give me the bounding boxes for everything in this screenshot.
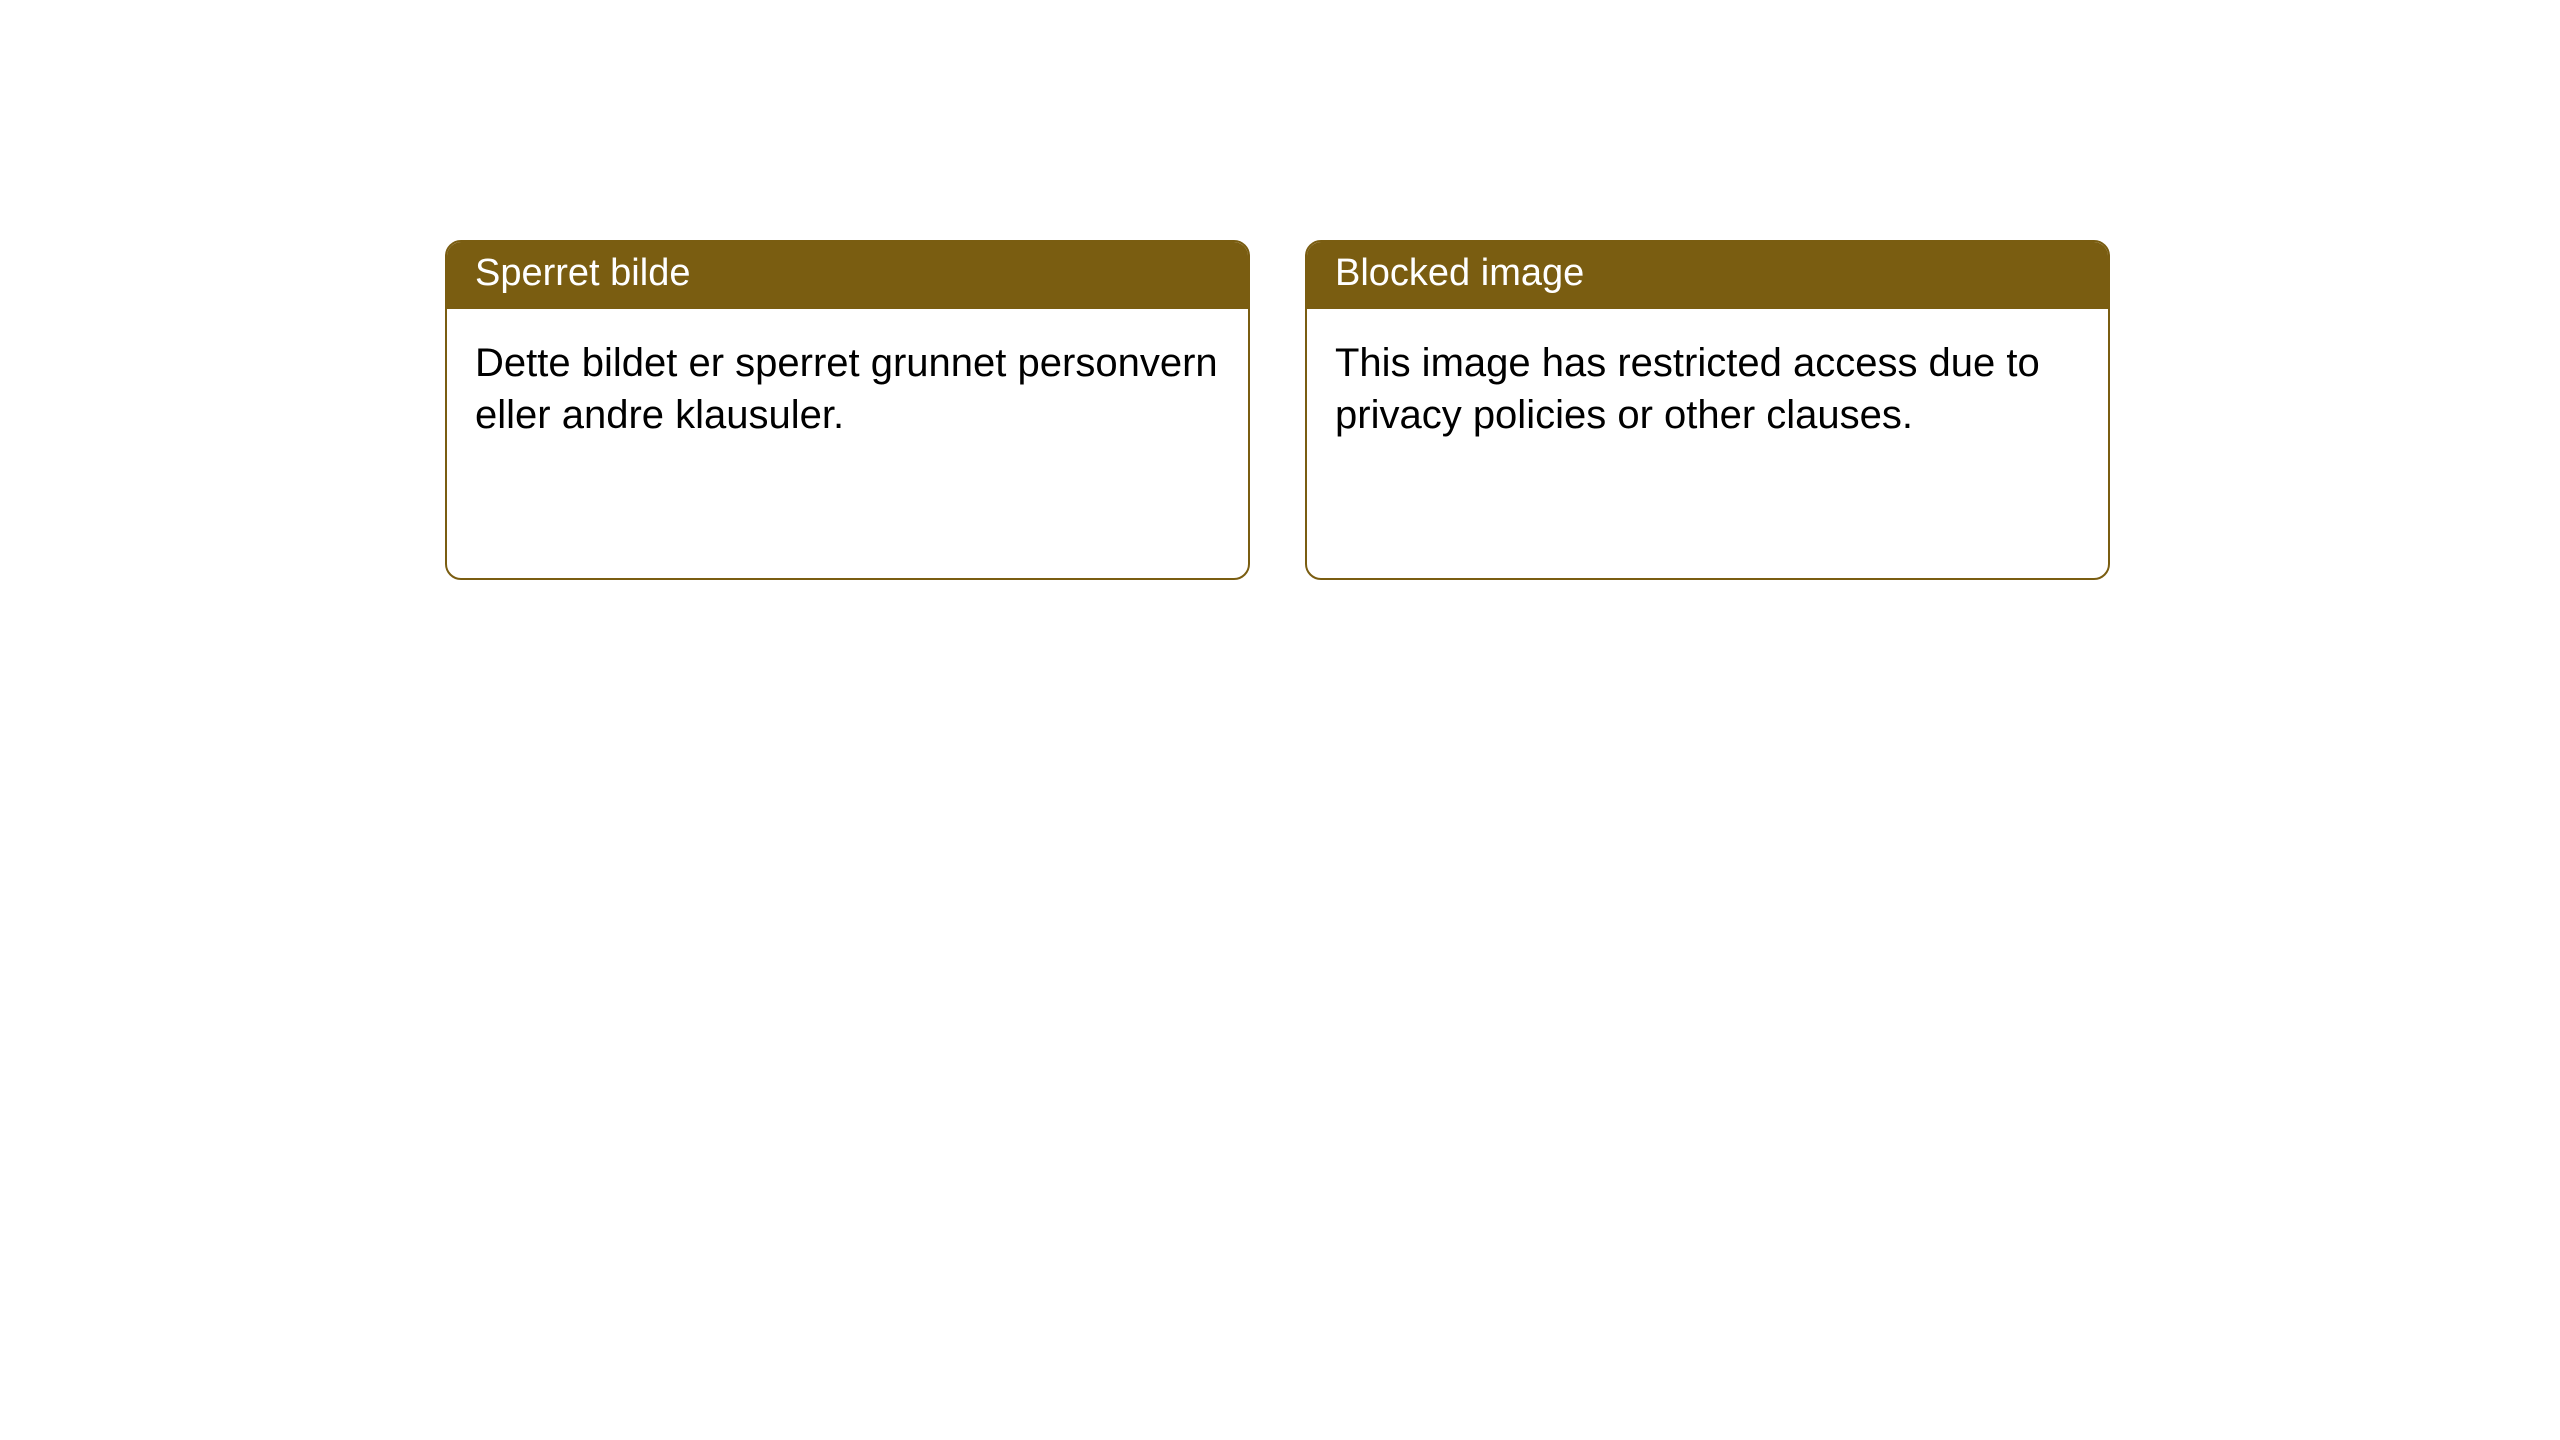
notice-card-header: Blocked image <box>1307 242 2108 309</box>
notice-card-header: Sperret bilde <box>447 242 1248 309</box>
notice-card-no: Sperret bilde Dette bildet er sperret gr… <box>445 240 1250 580</box>
notice-card-body: This image has restricted access due to … <box>1307 309 2108 471</box>
notice-card-body: Dette bildet er sperret grunnet personve… <box>447 309 1248 471</box>
notice-card-container: Sperret bilde Dette bildet er sperret gr… <box>445 240 2560 580</box>
notice-card-en: Blocked image This image has restricted … <box>1305 240 2110 580</box>
